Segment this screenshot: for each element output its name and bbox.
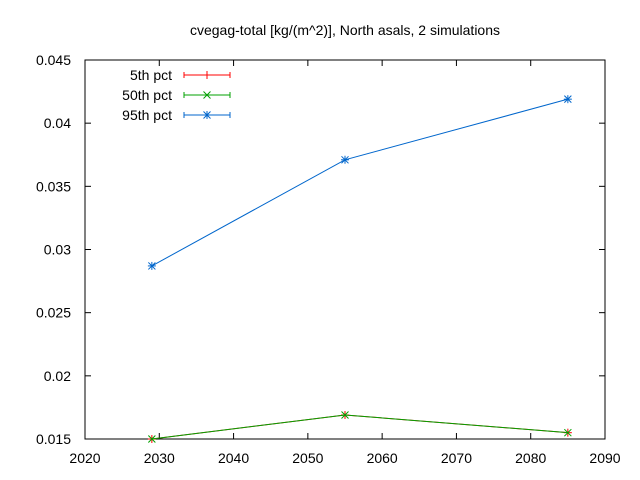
axes-group: 2020 2030 2040 2050 2060 2070 2080 2090 0.015 0.0…	[36, 52, 621, 466]
legend-marker	[203, 111, 211, 119]
x-tick-label: 2040	[218, 450, 249, 466]
x-tick-label: 2050	[292, 450, 323, 466]
chart-title: cvegag-total [kg/(m^2)], North asals, 2 …	[190, 22, 500, 38]
legend-label: 5th pct	[130, 67, 172, 83]
series-95th-pct-point	[147, 261, 156, 270]
x-tick-label: 2060	[367, 450, 398, 466]
y-tick-label: 0.035	[36, 178, 71, 194]
y-tick-label: 0.02	[44, 368, 71, 384]
series-95th-pct-point	[341, 155, 349, 164]
series-50th-pct	[148, 411, 572, 443]
series-5th-pct-line	[151, 414, 568, 440]
legend-group: 5th pct 50th pct 95th pct	[122, 67, 231, 123]
series-95th-pct-line	[151, 98, 568, 267]
x-tick-label: 2030	[144, 450, 175, 466]
y-tick-label: 0.04	[44, 115, 71, 131]
x-tick-label: 2080	[515, 450, 546, 466]
x-tick-label: 2020	[69, 450, 100, 466]
y-tick-label: 0.025	[36, 305, 71, 321]
legend-label: 95th pct	[122, 107, 172, 123]
legend-label: 50th pct	[122, 87, 172, 103]
y-tick-label: 0.03	[44, 242, 71, 258]
series-50th-pct-point	[148, 435, 156, 443]
y-tick-label: 0.045	[36, 52, 71, 68]
series-50th-pct-point	[341, 411, 349, 419]
series-95th-pct	[147, 95, 572, 270]
series-50th-pct-point	[564, 428, 572, 437]
series-95th-pct-point	[563, 95, 572, 104]
x-tick-label: 2090	[589, 450, 620, 466]
series-group	[147, 95, 572, 443]
x-tick-label: 2070	[441, 450, 472, 466]
legend-marker	[203, 91, 211, 99]
legend-marker	[203, 71, 211, 79]
y-tick-label: 0.015	[36, 431, 71, 447]
series-50th-pct-line	[151, 414, 568, 440]
